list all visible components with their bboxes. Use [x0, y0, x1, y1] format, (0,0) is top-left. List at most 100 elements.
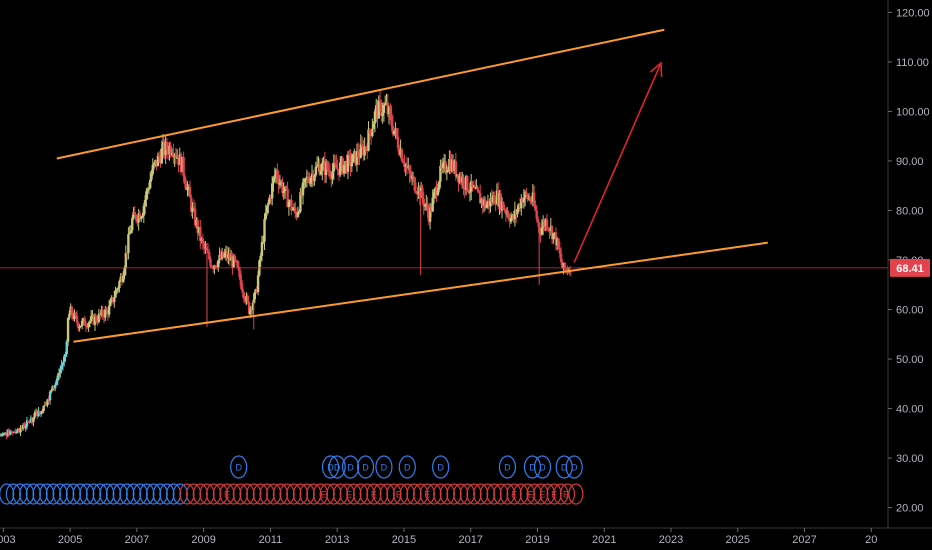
earnings-marker[interactable]	[459, 483, 475, 505]
dividend-marker[interactable]	[12, 483, 28, 505]
earnings-marker[interactable]	[339, 483, 355, 505]
earnings-marker[interactable]	[453, 483, 469, 505]
dividend-marker[interactable]	[555, 455, 573, 479]
dividend-marker[interactable]	[39, 483, 55, 505]
earnings-marker[interactable]	[506, 483, 522, 505]
dividend-marker[interactable]	[45, 483, 62, 505]
earnings-marker[interactable]	[326, 483, 342, 505]
earnings-marker[interactable]	[439, 483, 455, 505]
earnings-marker[interactable]	[346, 483, 362, 505]
dividend-marker[interactable]	[145, 483, 162, 505]
earnings-marker[interactable]	[433, 483, 449, 505]
dividend-marker[interactable]	[328, 455, 346, 479]
earnings-marker[interactable]	[359, 483, 375, 505]
earnings-marker[interactable]	[406, 483, 422, 505]
dividend-marker[interactable]	[0, 483, 15, 505]
earnings-marker[interactable]	[526, 483, 542, 505]
earnings-marker[interactable]	[206, 483, 222, 505]
lower-channel-line[interactable]	[73, 241, 768, 343]
projection-arrow-shaft[interactable]	[573, 62, 662, 263]
earnings-marker[interactable]	[486, 483, 502, 505]
earnings-marker[interactable]	[286, 483, 302, 505]
earnings-marker[interactable]	[192, 483, 208, 505]
dividend-marker[interactable]	[25, 483, 41, 505]
dividend-marker[interactable]	[19, 483, 35, 505]
dividend-marker[interactable]	[152, 483, 168, 505]
earnings-marker[interactable]	[299, 483, 315, 505]
dividend-marker[interactable]	[159, 483, 175, 505]
earnings-marker[interactable]	[312, 483, 329, 505]
dividend-marker[interactable]	[32, 483, 48, 505]
dividend-marker[interactable]	[125, 483, 142, 505]
earnings-marker[interactable]	[559, 483, 576, 505]
earnings-marker[interactable]	[246, 483, 262, 505]
earnings-marker[interactable]	[379, 483, 395, 505]
dividend-marker[interactable]	[105, 483, 122, 505]
dividend-marker[interactable]	[92, 483, 108, 505]
earnings-marker[interactable]	[513, 483, 529, 505]
earnings-marker[interactable]	[426, 483, 442, 505]
dividend-marker[interactable]	[432, 455, 450, 479]
earnings-marker[interactable]	[239, 483, 255, 505]
earnings-marker[interactable]	[366, 483, 382, 505]
earnings-marker[interactable]	[226, 483, 242, 505]
dividend-marker[interactable]	[72, 483, 88, 505]
earnings-marker[interactable]	[553, 483, 569, 505]
earnings-marker[interactable]	[319, 483, 335, 505]
dividend-marker[interactable]	[112, 483, 128, 505]
earnings-marker[interactable]	[386, 483, 402, 505]
earnings-marker[interactable]	[419, 483, 435, 505]
earnings-marker[interactable]	[372, 483, 389, 505]
dividend-marker[interactable]	[119, 483, 135, 505]
earnings-marker[interactable]	[199, 483, 215, 505]
earnings-marker[interactable]	[446, 483, 462, 505]
earnings-marker[interactable]	[393, 483, 409, 505]
dividend-marker[interactable]	[85, 483, 102, 505]
earnings-marker[interactable]	[413, 483, 429, 505]
earnings-marker[interactable]	[306, 483, 322, 505]
dividend-marker[interactable]	[172, 483, 188, 505]
dividend-marker[interactable]	[132, 483, 148, 505]
dividend-marker[interactable]	[5, 483, 21, 505]
dividend-marker[interactable]	[230, 455, 248, 479]
dividend-marker[interactable]	[356, 455, 375, 479]
earnings-marker[interactable]	[266, 483, 282, 505]
dividend-marker[interactable]	[99, 483, 115, 505]
earnings-marker[interactable]	[179, 483, 195, 505]
dividend-marker[interactable]	[165, 483, 182, 505]
dividend-marker[interactable]	[523, 455, 542, 479]
earnings-marker[interactable]	[546, 483, 562, 505]
earnings-marker[interactable]	[332, 483, 349, 505]
earnings-marker[interactable]	[493, 483, 509, 505]
earnings-marker[interactable]	[466, 483, 482, 505]
earnings-marker[interactable]	[479, 483, 495, 505]
earnings-marker[interactable]	[212, 483, 228, 505]
earnings-marker[interactable]	[539, 483, 556, 505]
dividend-marker[interactable]	[565, 455, 583, 479]
earnings-marker[interactable]	[259, 483, 275, 505]
dividend-marker[interactable]	[139, 483, 155, 505]
dividend-marker[interactable]	[341, 455, 360, 479]
earnings-marker[interactable]	[219, 483, 235, 505]
earnings-marker[interactable]	[272, 483, 289, 505]
dividend-marker[interactable]	[498, 455, 517, 479]
earnings-marker[interactable]	[519, 483, 536, 505]
earnings-marker[interactable]	[399, 483, 415, 505]
earnings-marker[interactable]	[533, 483, 549, 505]
dividend-marker[interactable]	[321, 455, 340, 479]
earnings-marker[interactable]	[292, 483, 309, 505]
dividend-marker[interactable]	[79, 483, 95, 505]
upper-channel-line[interactable]	[56, 28, 665, 160]
dividend-marker[interactable]	[65, 483, 82, 505]
earnings-marker[interactable]	[352, 483, 369, 505]
dividend-marker[interactable]	[52, 483, 68, 505]
dividend-marker[interactable]	[533, 455, 552, 479]
earnings-marker[interactable]	[186, 483, 202, 505]
earnings-marker[interactable]	[279, 483, 295, 505]
earnings-marker[interactable]	[232, 483, 248, 505]
earnings-marker[interactable]	[499, 483, 516, 505]
dividend-marker[interactable]	[59, 483, 75, 505]
earnings-marker[interactable]	[252, 483, 268, 505]
earnings-marker[interactable]	[568, 483, 584, 505]
dividend-marker[interactable]	[375, 455, 393, 479]
